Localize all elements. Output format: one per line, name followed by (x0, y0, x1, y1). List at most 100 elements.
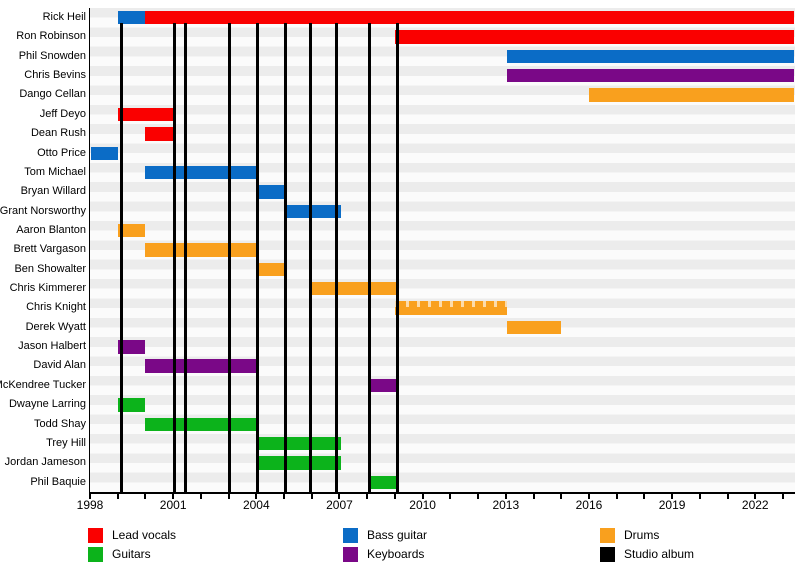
studio-album-line (308, 23, 312, 492)
x-axis-tick (671, 494, 674, 499)
studio-album-line (173, 23, 177, 492)
member-row-label: Ben Showalter (14, 262, 86, 275)
member-row-label: Grant Norsworthy (0, 204, 86, 217)
timeline-bar-keyboards (507, 69, 795, 83)
x-axis-tick (560, 494, 563, 499)
timeline-bar-guitars (117, 398, 146, 412)
x-axis-label: 2022 (741, 498, 769, 512)
legend-swatch-guitars (88, 546, 103, 562)
member-row-label: Phil Baquie (30, 475, 86, 488)
plot-area (90, 8, 795, 492)
x-axis-tick (477, 494, 480, 499)
timeline-bar-drums (257, 262, 286, 277)
x-axis-tick (782, 494, 784, 499)
studio-album-line (368, 23, 372, 492)
x-axis-label: 2016 (575, 498, 603, 512)
x-axis-tick (393, 494, 396, 499)
legend-entry-drums: Drums (600, 527, 659, 543)
timeline-bar-bass (257, 185, 286, 199)
legend-swatch-keyboards (343, 546, 358, 562)
x-axis-label: 2010 (409, 498, 436, 512)
studio-album-line (120, 23, 124, 492)
studio-album-line (396, 23, 400, 492)
timeline-bar-guitars (369, 475, 398, 490)
member-row-label: Aaron Blanton (16, 223, 86, 236)
legend-entry-keyboards: Keyboards (343, 546, 424, 562)
timeline-bar-drums (588, 88, 795, 102)
timeline-bar-bass (91, 146, 118, 160)
x-axis-tick (643, 494, 646, 499)
x-axis-tick (421, 494, 424, 499)
x-axis-tick (199, 494, 202, 499)
member-row-label: Dango Cellan (19, 88, 86, 101)
x-axis-label: 1998 (76, 498, 104, 512)
legend-swatch-bass (343, 527, 358, 543)
member-row-label: Jordan Jameson (4, 456, 86, 469)
legend-label: Lead vocals (112, 528, 177, 542)
member-row-label: Todd Shay (34, 417, 86, 430)
legend-label: Guitars (112, 547, 151, 561)
legend-label: Keyboards (367, 547, 425, 561)
member-row-label: Brett Vargason (13, 243, 86, 256)
studio-album-line (228, 23, 232, 492)
timeline-bar-bass (507, 49, 795, 64)
member-row-label: Dwayne Larring (8, 398, 86, 411)
member-row-label: Jason Halbert (18, 340, 86, 353)
x-axis-label: 2004 (242, 498, 270, 512)
x-axis-label: 2007 (326, 498, 353, 512)
timeline-bar-keyboards (117, 340, 146, 354)
x-axis-tick (338, 494, 341, 499)
x-axis-tick (89, 494, 91, 499)
x-axis-tick (532, 494, 535, 499)
member-row-label: McKendree Tucker (0, 378, 86, 391)
timeline-bar-lead_vocals (394, 30, 795, 44)
timeline-bar-guitars (257, 456, 341, 470)
x-axis-tick (227, 494, 230, 499)
legend-entry-studio_album: Studio album (600, 546, 694, 562)
x-axis-tick (449, 494, 452, 499)
timeline-bar-bass (145, 165, 258, 180)
studio-album-line (335, 23, 339, 492)
member-row-label: Rick Heil (42, 11, 86, 23)
x-axis-tick (366, 494, 369, 499)
member-row-label: David Alan (33, 359, 86, 372)
x-axis-tick (754, 494, 757, 499)
timeline-bar-lead_vocals (145, 127, 175, 141)
x-axis-tick (144, 494, 147, 499)
y-axis-line (88, 8, 91, 492)
timeline-bar-drums (394, 301, 508, 315)
x-axis-tick (504, 494, 507, 499)
x-axis-tick (587, 494, 590, 499)
timeline-bar-bass (285, 204, 341, 218)
timeline-bar-lead_vocals (117, 107, 175, 122)
timeline-bar-drums (311, 282, 398, 296)
timeline-bar-drums (507, 320, 562, 335)
member-row-label: Tom Michael (24, 165, 86, 178)
studio-album-line (184, 23, 188, 492)
x-axis-tick (310, 494, 313, 499)
timeline-bar-drums (117, 223, 146, 238)
timeline-bar-lead_vocals (145, 11, 795, 25)
x-axis-label: 2013 (492, 498, 520, 512)
legend-swatch-drums (600, 527, 615, 543)
timeline-bar-drums (145, 243, 258, 257)
timeline-bar-bass (117, 11, 146, 25)
member-row-label: Bryan Willard (20, 185, 86, 198)
legend-entry-bass: Bass guitar (343, 527, 427, 543)
member-row-label: Chris Knight (26, 301, 86, 314)
x-axis-label: 2019 (658, 498, 686, 512)
member-row-label: Jeff Deyo (39, 107, 86, 120)
member-row-label: Otto Price (37, 146, 86, 159)
studio-album-line (283, 23, 287, 492)
member-row-label: Ron Robinson (16, 30, 86, 43)
legend-label: Studio album (624, 547, 695, 561)
x-axis-tick (116, 494, 119, 499)
member-row-label: Phil Snowden (18, 49, 86, 62)
member-row-label: Trey Hill (46, 436, 86, 449)
legend-entry-lead_vocals: Lead vocals (88, 527, 176, 543)
timeline-bar-guitars (257, 436, 341, 451)
legend-entry-guitars: Guitars (88, 546, 151, 562)
member-row-label: Derek Wyatt (25, 320, 86, 333)
legend-swatch-lead_vocals (88, 527, 103, 543)
